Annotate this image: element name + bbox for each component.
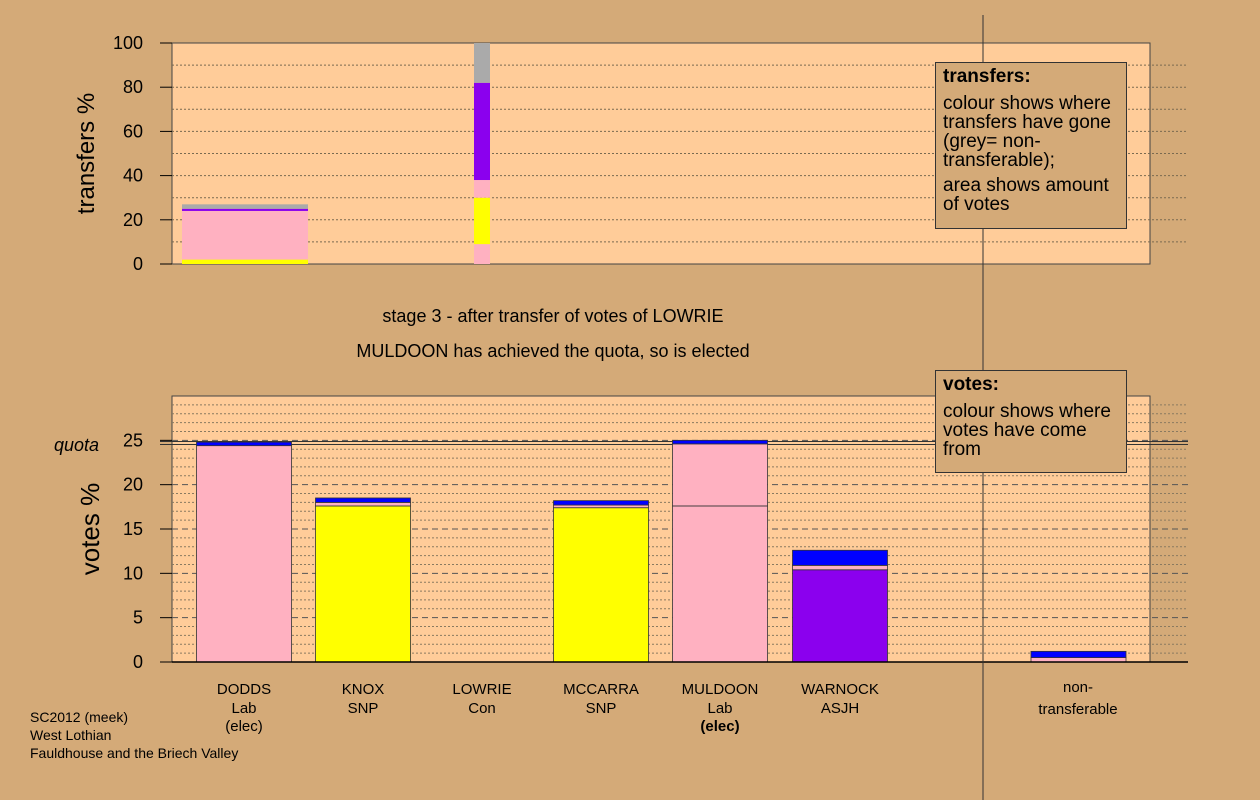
vote-segment-knox	[315, 497, 411, 503]
vote-segment-knox	[315, 505, 411, 663]
candidate-status-muldoon: (elec)	[700, 718, 739, 735]
votes-tick-label: 20	[123, 475, 143, 495]
vote-segment-warnock	[792, 564, 888, 571]
votes-tick-label: 5	[133, 608, 143, 628]
votes-tick-label: 25	[123, 430, 143, 450]
vote-segment-warnock	[792, 569, 888, 663]
vote-segment-dodds	[196, 445, 292, 663]
vote-segment-muldoon	[672, 443, 768, 507]
votes-ylabel: votes %	[75, 483, 105, 576]
vote-segment-warnock	[792, 549, 888, 566]
votes-legend-text: colour shows where votes have come from	[943, 401, 1111, 460]
vote-segment-dodds	[196, 441, 292, 447]
transfer-segment-asjh	[474, 82, 490, 181]
quota-label: quota	[54, 435, 99, 455]
candidate-party-lowrie: Con	[468, 700, 496, 717]
transfer-segment-snp	[182, 259, 308, 264]
candidate-party-warnock: ASJH	[821, 700, 859, 717]
vote-segment-mccarra	[553, 500, 649, 506]
votes-tick-label: 10	[123, 563, 143, 583]
transfers-tick-label: 100	[113, 33, 143, 53]
candidate-name-muldoon: MULDOON	[682, 681, 759, 698]
candidate-name-lowrie: LOWRIE	[452, 681, 511, 698]
transfers-legend: transfers: colour shows where transfers …	[935, 62, 1127, 229]
nontransferable-label: transferable	[1038, 701, 1117, 718]
transfers-legend-text-2: area shows amount of votes	[943, 175, 1109, 215]
transfer-segment-lab	[474, 244, 490, 264]
transfer-segment-nontransferable	[182, 204, 308, 209]
votes-tick-label: 15	[123, 519, 143, 539]
transfer-segment-lab	[182, 210, 308, 260]
votes-legend-title: votes:	[943, 374, 999, 395]
footer-council: West Lothian	[30, 727, 112, 743]
transfer-segment-lab	[474, 180, 490, 198]
candidate-name-mccarra: MCCARRA	[563, 681, 639, 698]
transfers-tick-label: 40	[123, 166, 143, 186]
nontransferable-label: non-	[1063, 679, 1093, 696]
elected-note: MULDOON has achieved the quota, so is el…	[356, 341, 750, 361]
vote-segment-knox	[315, 501, 411, 507]
vote-segment-nontransferable	[1030, 650, 1127, 658]
candidate-status-dodds: (elec)	[225, 718, 263, 735]
transfers-ylabel: transfers %	[73, 93, 100, 214]
transfers-legend-title: transfers:	[943, 66, 1031, 87]
votes-legend: votes: colour shows where votes have com…	[935, 370, 1127, 473]
transfer-segment-asjh	[182, 208, 308, 211]
vote-segment-muldoon	[672, 505, 768, 663]
footer-ward: Fauldhouse and the Briech Valley	[30, 745, 239, 761]
candidate-party-mccarra: SNP	[586, 700, 617, 717]
votes-tick-label: 0	[133, 652, 143, 672]
transfer-segment-snp	[474, 197, 490, 245]
transfers-tick-label: 20	[123, 210, 143, 230]
candidate-name-knox: KNOX	[342, 681, 385, 698]
candidate-name-dodds: DODDS	[217, 681, 271, 698]
candidate-party-muldoon: Lab	[707, 700, 732, 717]
vote-segment-muldoon	[672, 439, 768, 445]
transfer-segment-nontransferable	[474, 43, 490, 83]
transfers-tick-label: 60	[123, 121, 143, 141]
footer-method: SC2012 (meek)	[30, 709, 129, 725]
candidate-party-knox: SNP	[348, 700, 379, 717]
candidate-party-dodds: Lab	[231, 700, 256, 717]
transfers-tick-label: 0	[133, 254, 143, 274]
vote-segment-mccarra	[553, 507, 649, 663]
stage-title: stage 3 - after transfer of votes of LOW…	[382, 306, 724, 326]
candidate-name-warnock: WARNOCK	[801, 681, 879, 698]
transfers-tick-label: 80	[123, 77, 143, 97]
transfers-legend-text-1: colour shows where transfers have gone (…	[943, 93, 1111, 171]
